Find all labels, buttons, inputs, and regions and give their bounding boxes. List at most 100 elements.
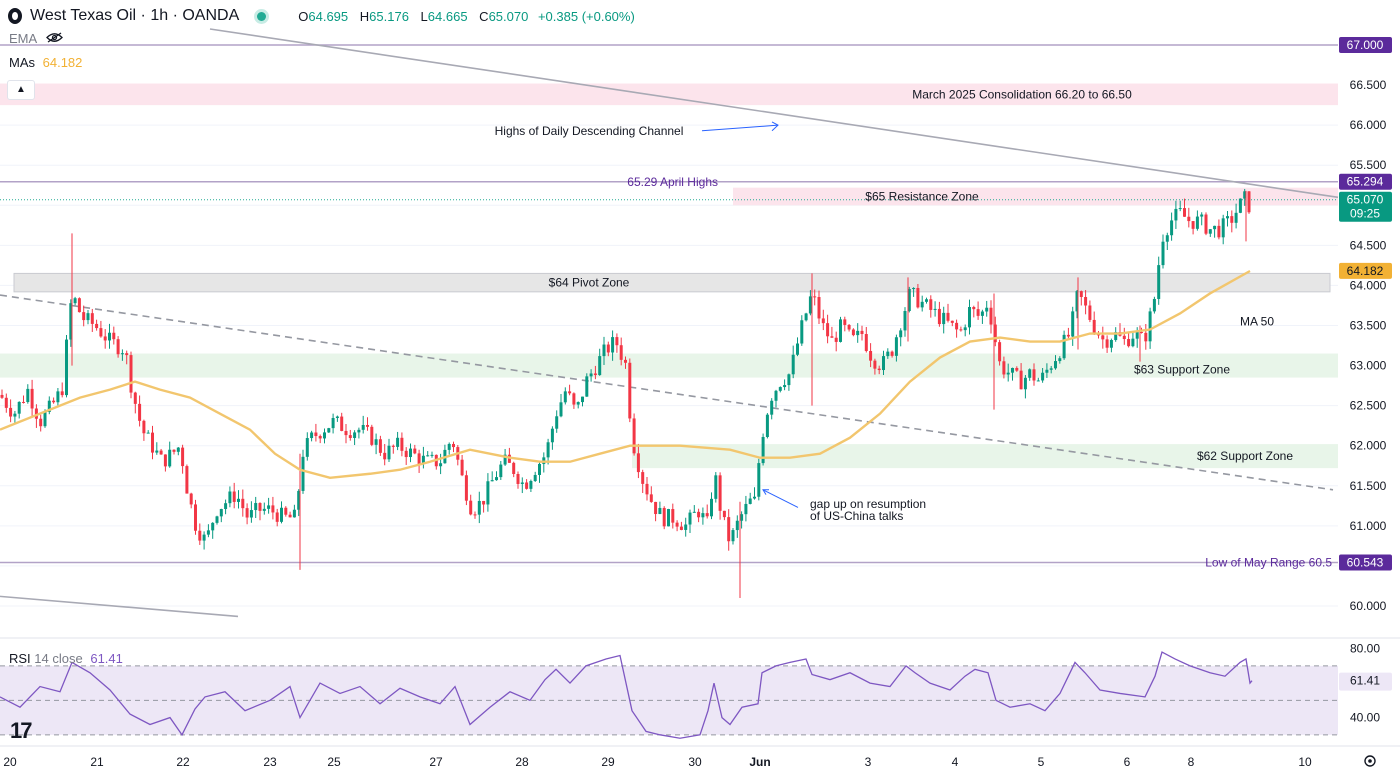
candle-down xyxy=(628,362,632,419)
candle-up xyxy=(396,437,400,447)
candle-down xyxy=(189,493,193,505)
candle-down xyxy=(615,337,619,346)
price-axis-label: 63.500 xyxy=(1350,319,1387,333)
candle-up xyxy=(748,498,752,504)
candle-down xyxy=(417,453,421,465)
gap-annotation-line2: of US-China talks xyxy=(810,509,903,523)
candle-down xyxy=(151,432,154,453)
collapse-indicators-button[interactable]: ▲ xyxy=(7,80,35,100)
candle-down xyxy=(99,328,103,337)
candle-up xyxy=(1213,225,1217,230)
rsi-axis-label: 80.00 xyxy=(1350,642,1380,656)
candle-up xyxy=(499,464,503,478)
price-axis-label: 61.000 xyxy=(1350,519,1387,533)
rsi-label: RSI xyxy=(9,651,31,666)
candle-up xyxy=(710,498,713,517)
annotation-arrowhead xyxy=(771,121,779,132)
candle-up xyxy=(1208,229,1212,234)
candle-up xyxy=(550,428,554,443)
symbol-title[interactable]: West Texas Oil · 1h · OANDA xyxy=(30,7,240,24)
candle-up xyxy=(791,354,795,375)
time-axis-label: 25 xyxy=(327,755,341,769)
candle-down xyxy=(972,307,976,310)
high-value: 65.176 xyxy=(369,8,409,24)
candle-up xyxy=(387,445,391,460)
candle-down xyxy=(817,297,821,319)
candle-up xyxy=(1157,265,1161,299)
time-axis-label: 8 xyxy=(1188,755,1195,769)
rsi-indicator-row[interactable]: RSI 14 close 61.41 xyxy=(9,651,123,666)
channel-annotation: Highs of Daily Descending Channel xyxy=(495,124,684,138)
ema-indicator-row[interactable]: EMA xyxy=(9,31,64,46)
market-open-status-icon xyxy=(257,11,267,21)
candle-down xyxy=(525,482,529,489)
candle-down xyxy=(60,391,64,396)
price-axis-label: 60.000 xyxy=(1350,599,1387,613)
tradingview-logo-icon[interactable]: 17 xyxy=(10,718,33,743)
candle-down xyxy=(112,332,116,340)
candle-down xyxy=(830,336,834,338)
mas-indicator-row[interactable]: MAs 64.182 xyxy=(9,55,82,70)
candle-down xyxy=(860,330,864,335)
candle-up xyxy=(335,416,339,419)
candle-up xyxy=(211,522,215,531)
candle-up xyxy=(765,414,769,437)
candle-up xyxy=(301,456,305,491)
change-value: +0.385 (+0.60%) xyxy=(537,8,635,24)
candle-down xyxy=(593,373,597,376)
candle-up xyxy=(477,500,481,515)
candle-down xyxy=(1002,361,1006,375)
eye-hidden-icon[interactable] xyxy=(46,31,64,46)
candle-up xyxy=(374,439,378,445)
candle-down xyxy=(869,350,873,361)
candle-down xyxy=(679,526,683,530)
candle-up xyxy=(546,442,550,458)
candle-up xyxy=(353,432,357,438)
candle-down xyxy=(39,418,43,427)
candle-up xyxy=(529,480,533,489)
price-axis-label: 62.500 xyxy=(1350,399,1387,413)
candle-down xyxy=(993,324,997,343)
candle-down xyxy=(125,353,129,356)
candle-down xyxy=(813,296,817,298)
candle-down xyxy=(198,530,202,541)
candle-down xyxy=(1105,339,1109,348)
candle-down xyxy=(22,401,25,403)
zone-label: $63 Support Zone xyxy=(1134,363,1230,377)
candle-down xyxy=(404,450,408,458)
candle-down xyxy=(890,351,894,356)
candle-up xyxy=(808,296,812,314)
candle-down xyxy=(318,436,322,439)
candle-down xyxy=(624,359,627,363)
candle-up xyxy=(176,447,180,452)
candle-down xyxy=(929,299,933,310)
candle-down xyxy=(619,345,623,360)
candle-down xyxy=(340,416,344,431)
current-price-badge: 65.070 xyxy=(1347,193,1384,207)
price-badge-may-low-bg xyxy=(1339,554,1392,571)
candle-up xyxy=(56,391,60,403)
candle-up xyxy=(262,508,266,511)
candle-up xyxy=(202,534,206,541)
candle-down xyxy=(1217,225,1221,238)
candle-up xyxy=(839,319,842,342)
candle-up xyxy=(933,308,937,310)
rsi-badge-bg xyxy=(1339,672,1392,691)
candle-up xyxy=(980,311,984,316)
candle-down xyxy=(718,475,722,511)
candle-down xyxy=(1187,216,1191,222)
candle-up xyxy=(774,390,778,401)
candle-down xyxy=(1066,334,1070,337)
candle-down xyxy=(284,507,288,515)
candle-down xyxy=(946,312,950,321)
candle-up xyxy=(361,424,365,430)
candle-down xyxy=(194,504,197,531)
candle-up xyxy=(602,344,606,357)
candle-down xyxy=(572,393,576,405)
candle-up xyxy=(1075,291,1079,312)
candle-down xyxy=(314,432,318,437)
ma-badge-bg xyxy=(1339,262,1392,279)
candle-down xyxy=(873,360,877,369)
candle-up xyxy=(43,411,47,427)
candle-down xyxy=(722,510,726,518)
